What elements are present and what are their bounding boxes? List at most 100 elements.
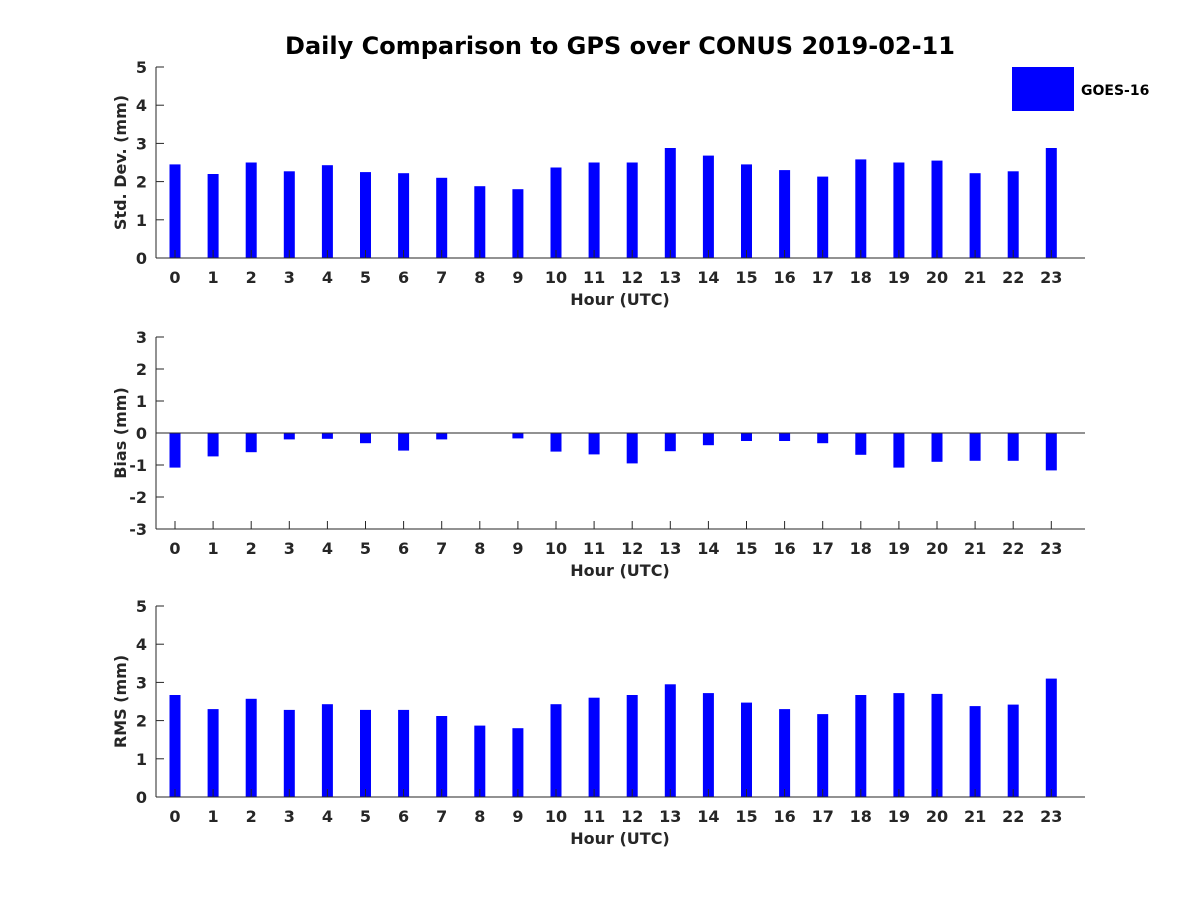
std-dev-bar bbox=[779, 170, 791, 258]
rms-x-tick-label: 20 bbox=[926, 807, 948, 826]
bias-bar bbox=[207, 433, 219, 457]
rms-bar bbox=[321, 704, 333, 797]
bias-y-tick-label: 2 bbox=[136, 360, 147, 379]
rms-x-tick-label: 17 bbox=[812, 807, 834, 826]
bias-y-label: Bias (mm) bbox=[111, 387, 130, 479]
std-dev-bar bbox=[360, 172, 371, 258]
std-dev-x-tick-label: 7 bbox=[436, 268, 447, 287]
std-dev-bar bbox=[321, 165, 333, 258]
std-dev-x-tick-label: 12 bbox=[621, 268, 643, 287]
bias-y-tick-label: -1 bbox=[129, 456, 147, 475]
bias-x-tick-label: 12 bbox=[621, 539, 643, 558]
bias-y-tick-label: 3 bbox=[136, 328, 147, 347]
rms-x-tick-label: 1 bbox=[208, 807, 219, 826]
bias-bar bbox=[283, 433, 295, 440]
legend-label: GOES-16 bbox=[1081, 83, 1149, 99]
std-dev-x-tick-label: 21 bbox=[964, 268, 986, 287]
bias-x-tick-label: 20 bbox=[926, 539, 948, 558]
rms-bar bbox=[702, 693, 714, 797]
std-dev-x-tick-label: 6 bbox=[398, 268, 409, 287]
rms-x-tick-label: 14 bbox=[697, 807, 719, 826]
bias-x-tick-label: 14 bbox=[697, 539, 719, 558]
rms-bar bbox=[626, 695, 638, 797]
rms-bar bbox=[664, 684, 676, 797]
bias-x-tick-label: 11 bbox=[583, 539, 605, 558]
bias-bar bbox=[1007, 433, 1019, 461]
std-dev-x-tick-label: 0 bbox=[169, 268, 180, 287]
bias-bar bbox=[931, 433, 943, 462]
std-dev-x-tick-label: 9 bbox=[512, 268, 523, 287]
std-dev-x-tick-label: 15 bbox=[735, 268, 757, 287]
std-dev-bar bbox=[398, 173, 410, 258]
legend: GOES-16 bbox=[1012, 67, 1149, 111]
std-dev-bar bbox=[969, 173, 981, 258]
std-dev-x-tick-label: 4 bbox=[322, 268, 333, 287]
std-dev-y-label: Std. Dev. (mm) bbox=[111, 95, 130, 230]
rms-bar bbox=[512, 728, 524, 797]
rms-x-tick-label: 0 bbox=[169, 807, 180, 826]
rms-bar bbox=[969, 706, 981, 797]
legend-swatch bbox=[1012, 67, 1074, 111]
bias-bar bbox=[969, 433, 981, 461]
rms-y-tick-label: 5 bbox=[136, 597, 147, 616]
bias-bar bbox=[245, 433, 257, 453]
rms-y-tick-label: 1 bbox=[136, 750, 147, 769]
rms-x-tick-label: 7 bbox=[436, 807, 447, 826]
std-dev-y-tick-label: 0 bbox=[136, 249, 147, 268]
std-dev-x-tick-label: 13 bbox=[659, 268, 681, 287]
rms-x-label: Hour (UTC) bbox=[570, 829, 670, 848]
rms-x-tick-label: 13 bbox=[659, 807, 681, 826]
std-dev-x-tick-label: 11 bbox=[583, 268, 605, 287]
std-dev-x-tick-label: 20 bbox=[926, 268, 948, 287]
bias-bar bbox=[512, 433, 524, 439]
bias-bar bbox=[436, 433, 448, 440]
rms-x-tick-label: 21 bbox=[964, 807, 986, 826]
bias-bar bbox=[588, 433, 600, 455]
std-dev-x-tick-label: 19 bbox=[888, 268, 910, 287]
rms-x-tick-label: 12 bbox=[621, 807, 643, 826]
rms-bar bbox=[474, 725, 486, 797]
rms-bar bbox=[1045, 678, 1057, 797]
std-dev-bar bbox=[283, 171, 295, 258]
bias-x-tick-label: 19 bbox=[888, 539, 910, 558]
rms-bar bbox=[1007, 704, 1019, 797]
bias-y-tick-label: -3 bbox=[129, 520, 147, 539]
bias-x-tick-label: 2 bbox=[246, 539, 257, 558]
std-dev-bar bbox=[893, 162, 905, 258]
rms-x-tick-label: 4 bbox=[322, 807, 333, 826]
bias-x-tick-label: 0 bbox=[169, 539, 180, 558]
rms-x-tick-label: 22 bbox=[1002, 807, 1024, 826]
rms-x-tick-label: 8 bbox=[474, 807, 485, 826]
rms-x-tick-label: 23 bbox=[1040, 807, 1062, 826]
rms-bar bbox=[360, 709, 371, 797]
bias-bar bbox=[817, 433, 829, 444]
bias-x-tick-label: 23 bbox=[1040, 539, 1062, 558]
rms-bar bbox=[245, 698, 257, 797]
std-dev-x-tick-label: 5 bbox=[360, 268, 371, 287]
bias-y-tick-label: -2 bbox=[129, 488, 147, 507]
rms-bar bbox=[398, 709, 410, 797]
figure-title: Daily Comparison to GPS over CONUS 2019-… bbox=[285, 32, 955, 60]
std-dev-y-tick-label: 3 bbox=[136, 134, 147, 153]
rms-x-tick-label: 10 bbox=[545, 807, 567, 826]
rms-x-tick-label: 15 bbox=[735, 807, 757, 826]
std-dev-bar bbox=[169, 164, 181, 258]
bias-bar bbox=[779, 433, 791, 441]
std-dev-x-tick-label: 10 bbox=[545, 268, 567, 287]
std-dev-bar bbox=[626, 162, 638, 258]
bias-x-tick-label: 10 bbox=[545, 539, 567, 558]
std-dev-bar bbox=[207, 174, 219, 258]
rms-bar bbox=[817, 714, 829, 797]
std-dev-x-tick-label: 2 bbox=[246, 268, 257, 287]
std-dev-bar bbox=[588, 162, 600, 258]
rms-y-tick-label: 3 bbox=[136, 673, 147, 692]
bias-bar bbox=[398, 433, 410, 451]
bias-bar bbox=[360, 433, 371, 444]
std-dev-bar bbox=[702, 155, 714, 258]
rms-bar bbox=[855, 695, 867, 797]
std-dev-y-tick-label: 1 bbox=[136, 211, 147, 230]
std-dev-bar bbox=[664, 148, 676, 258]
rms-bar bbox=[550, 704, 562, 797]
std-dev-x-tick-label: 16 bbox=[773, 268, 795, 287]
